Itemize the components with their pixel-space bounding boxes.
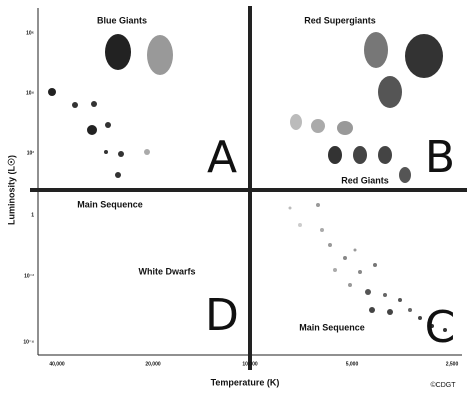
x-tick-label: 2,500 <box>446 361 459 367</box>
region-label: Main Sequence <box>77 199 143 209</box>
y-tick-label: 10² <box>27 150 35 156</box>
y-axis-title: Luminosity (L☉) <box>6 155 16 225</box>
region-label: Red Giants <box>341 175 389 185</box>
region-letter: C <box>425 302 456 353</box>
x-tick-label: 40,000 <box>49 361 65 367</box>
x-tick-label: 10,000 <box>242 361 258 367</box>
region-letter: D <box>205 290 239 341</box>
region-label: Red Supergiants <box>304 15 376 25</box>
stars <box>48 32 447 332</box>
region-letter: B <box>425 132 455 183</box>
region-letter: A <box>207 132 237 183</box>
region-label: Blue Giants <box>97 15 147 25</box>
x-tick-label: 20,000 <box>145 361 161 367</box>
y-tick-label: 1 <box>31 212 34 218</box>
credit: ©CDGT <box>431 381 457 389</box>
y-tick-label: 10⁻⁴ <box>23 339 34 345</box>
region-label: White Dwarfs <box>138 266 195 276</box>
y-tick-label: 10⁻² <box>24 273 34 279</box>
x-tick-label: 5,000 <box>346 361 359 367</box>
x-axis-title: Temperature (K) <box>211 377 280 387</box>
axes <box>30 6 467 370</box>
region-label: Main Sequence <box>299 322 365 332</box>
y-tick-label: 10⁶ <box>26 30 34 36</box>
y-tick-label: 10⁴ <box>26 90 35 96</box>
